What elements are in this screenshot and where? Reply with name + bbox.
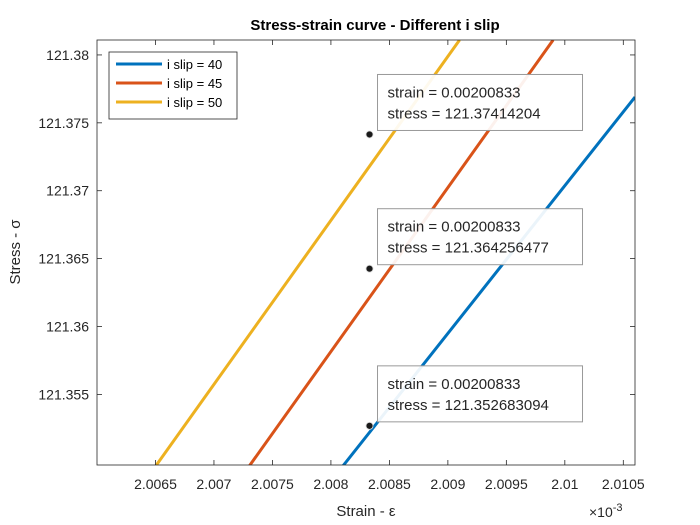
legend-label: i slip = 45 [167, 76, 222, 91]
datatip-stress: stress = 121.37414204 [388, 105, 541, 122]
legend: i slip = 40 i slip = 45 i slip = 50 [108, 51, 238, 120]
x-tick-label: 2.0075 [251, 476, 294, 492]
y-axis-label: Stress - σ [7, 219, 24, 285]
y-tick-label: 121.375 [38, 115, 89, 131]
datatip-strain: strain = 0.00200833 [388, 376, 521, 393]
axes-box [96, 39, 636, 466]
x-tick-label: 2.0065 [134, 476, 177, 492]
legend-label: i slip = 40 [167, 57, 222, 72]
x-exponent-power: -3 [613, 502, 623, 514]
x-exponent: ×10-3 [589, 502, 623, 520]
y-tick-label: 121.36 [46, 319, 89, 335]
y-tick-label: 121.37 [46, 183, 89, 199]
datatip-stress: stress = 121.352683094 [388, 397, 549, 414]
x-tick-label: 2.01 [551, 476, 578, 492]
legend-label: i slip = 50 [167, 95, 222, 110]
y-tick-label: 121.355 [38, 386, 89, 402]
datatip-marker [365, 264, 374, 273]
datatip-strain: strain = 0.00200833 [388, 219, 521, 236]
x-tick-label: 2.0095 [485, 476, 528, 492]
datatip-strain: strain = 0.00200833 [388, 84, 521, 101]
x-axis-label: Strain - ε [336, 503, 396, 520]
x-tick-label: 2.007 [196, 476, 231, 492]
y-tick-label: 121.38 [46, 47, 89, 63]
datatip-marker [365, 421, 374, 430]
x-tick-label: 2.0105 [602, 476, 645, 492]
x-tick-label: 2.008 [313, 476, 348, 492]
x-tick-label: 2.0085 [368, 476, 411, 492]
datatips-layer: strain = 0.00200833 stress = 121.35268309… [365, 73, 584, 430]
x-exponent-base: ×10 [589, 504, 613, 520]
datatip-stress: stress = 121.364256477 [388, 240, 549, 257]
x-tick-label: 2.009 [430, 476, 465, 492]
datatip-box [377, 208, 584, 266]
chart-title: Stress-strain curve - Different i slip [250, 17, 499, 34]
datatip-box [377, 365, 584, 423]
x-ticks: 2.0065 2.007 2.0075 2.008 2.0085 2.009 2.0095 2… [134, 40, 645, 492]
y-ticks: 121.355 121.36 121.365 121.37 121.375 121.38 [38, 47, 635, 402]
datatip-marker [365, 130, 374, 139]
y-tick-label: 121.365 [38, 251, 89, 267]
datatip-box [377, 73, 584, 131]
